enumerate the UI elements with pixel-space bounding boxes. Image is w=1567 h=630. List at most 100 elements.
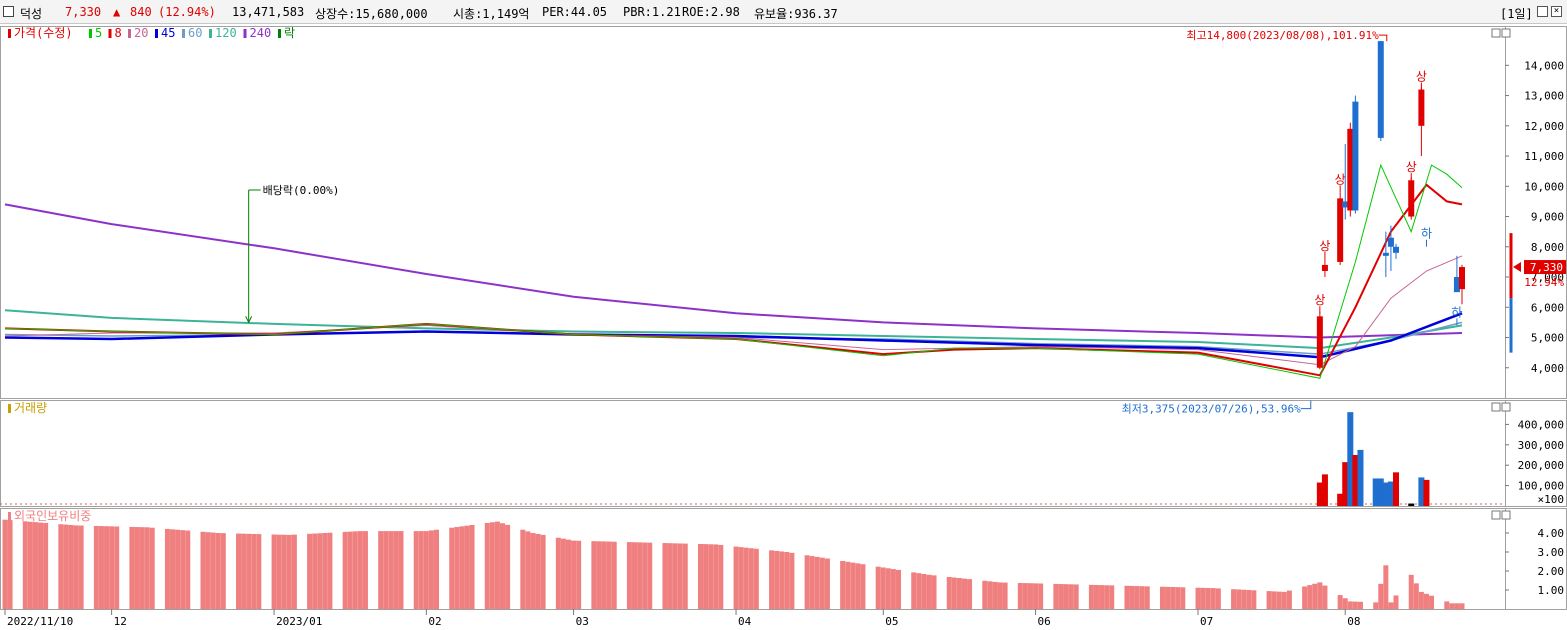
high-annotation-arrow <box>1378 34 1388 42</box>
limit-marker-4: 상 <box>1416 69 1427 83</box>
candle-body-8 <box>1387 237 1394 247</box>
foreign-bar-185 <box>1317 582 1323 609</box>
foreign-bar-58 <box>418 531 424 609</box>
foreign-bar-201 <box>1429 595 1435 609</box>
axes: 4,000 5,000 6,000 7,000 8,000 9,000 10,000 11,0… <box>4 59 1566 628</box>
foreign-bar-19 <box>139 527 145 609</box>
volume-tick-label-2: 300,000 <box>1518 439 1564 452</box>
price-legend-swatch-4 <box>155 29 158 38</box>
date-tick-label-8: 07 <box>1200 615 1213 628</box>
foreign-tick-label-3: 4.00 <box>1538 527 1565 540</box>
date-tick-label-2: 2023/01 <box>276 615 322 628</box>
pane-close-icon-1 <box>1501 402 1511 412</box>
foreign-bar-100 <box>713 544 719 609</box>
foreign-bar-18 <box>134 527 140 609</box>
price-legend-label-6: 120 <box>215 26 237 40</box>
foreign-bar-184 <box>1312 583 1318 609</box>
foreign-bar-167 <box>1195 587 1201 609</box>
foreign-bar-84 <box>601 541 607 609</box>
dividend-annotation: 배당락(0.00%) <box>263 184 340 197</box>
up-arrow-icon: ▲ <box>113 5 121 19</box>
foreign-bar-97 <box>698 543 704 609</box>
foreign-legend-label-0: 외국인보유비중 <box>14 509 91 523</box>
foreign-bar-50 <box>357 531 363 609</box>
foreign-bar-159 <box>1134 586 1140 609</box>
price-legend-label-0: 가격(수정) <box>14 26 73 40</box>
foreign-bar-153 <box>1093 584 1099 609</box>
price-legend-label-2: 8 <box>115 26 122 40</box>
foreign-bar-152 <box>1088 584 1094 609</box>
foreign-bar-156 <box>1109 585 1115 609</box>
pbr-value: PBR:1.21 <box>623 5 681 19</box>
ma-240-line <box>4 203 1463 339</box>
price-legend-swatch-7 <box>243 29 247 38</box>
foreign-bar-3 <box>27 521 33 609</box>
limit-marker-5: 하 <box>1421 227 1432 241</box>
foreign-bar-162 <box>1159 586 1165 609</box>
price-tick-label-9: 13,000 <box>1524 90 1564 103</box>
foreign-bar-165 <box>1175 587 1181 609</box>
foreign-bar-196 <box>1393 595 1399 609</box>
foreign-bar-48 <box>347 531 353 609</box>
foreign-bar-130 <box>926 574 932 609</box>
foreign-bar-22 <box>164 528 170 609</box>
foreign-bar-89 <box>637 542 643 609</box>
close-icon[interactable]: × <box>1551 6 1562 17</box>
foreign-bar-104 <box>743 547 749 609</box>
foreign-bar-125 <box>890 569 896 609</box>
price-legend-swatch-0 <box>8 29 11 38</box>
foreign-bar-123 <box>880 567 886 609</box>
volume-legend-swatch-0 <box>8 404 11 413</box>
foreign-tick-label-0: 1.00 <box>1538 584 1565 597</box>
foreign-bar-202 <box>1444 601 1450 609</box>
foreign-bar-168 <box>1200 587 1206 609</box>
foreign-bar-186 <box>1322 585 1328 609</box>
foreign-bar-66 <box>469 524 475 609</box>
period-selector[interactable]: [1일] <box>1500 7 1533 21</box>
volume-bar-2 <box>1337 493 1344 506</box>
foreign-bar-170 <box>1210 588 1216 609</box>
foreign-bar-179 <box>1276 591 1282 609</box>
foreign-bar-121 <box>860 564 866 609</box>
roe-value: ROE:2.98 <box>682 5 740 19</box>
foreign-bar-160 <box>1139 586 1145 609</box>
foreign-bar-151 <box>1073 584 1079 609</box>
foreign-bar-28 <box>205 532 211 609</box>
price-tick-label-5: 9,000 <box>1531 211 1564 224</box>
date-tick-label-1: 12 <box>114 615 127 628</box>
price-tick-label-2: 6,000 <box>1531 301 1564 314</box>
low-annotation-arrow <box>1300 400 1312 410</box>
foreign-bar-5 <box>38 522 44 609</box>
volume-bar-1 <box>1321 474 1328 506</box>
ma-5-line <box>4 163 1463 379</box>
volume-bar-7 <box>1372 478 1379 506</box>
volume-bar-6 <box>1357 449 1364 506</box>
foreign-bar-126 <box>895 569 901 609</box>
foreign-bar-136 <box>967 579 973 609</box>
foreign-bar-44 <box>317 533 323 609</box>
select-checkbox[interactable] <box>3 6 14 17</box>
foreign-bar-101 <box>718 544 724 609</box>
foreign-bar-133 <box>951 577 957 609</box>
foreign-bar-141 <box>1002 582 1008 609</box>
foreign-bar-132 <box>946 576 952 609</box>
volume-tick-label-3: 400,000 <box>1518 418 1564 431</box>
foreign-bar-181 <box>1286 590 1292 609</box>
candle-body-11 <box>1418 89 1425 126</box>
date-tick-label-9: 08 <box>1347 615 1360 628</box>
foreign-bar-145 <box>1033 583 1039 609</box>
foreign-bar-1 <box>7 520 13 609</box>
foreign-bar-177 <box>1266 591 1272 609</box>
foreign-bar-174 <box>1241 589 1247 609</box>
foreign-bar-42 <box>307 533 313 609</box>
volume-value: 13,471,583 <box>232 5 305 19</box>
price-change-pct: (12.94%) <box>158 5 216 19</box>
foreign-bar-107 <box>769 550 775 609</box>
foreign-bar-61 <box>434 529 440 609</box>
candle-body-9 <box>1393 246 1400 253</box>
maximize-icon[interactable] <box>1537 6 1548 17</box>
foreign-tick-label-2: 3.00 <box>1538 546 1565 559</box>
price-tick-label-8: 12,000 <box>1524 120 1564 133</box>
foreign-bar-163 <box>1165 586 1171 609</box>
foreign-bar-31 <box>220 533 226 609</box>
